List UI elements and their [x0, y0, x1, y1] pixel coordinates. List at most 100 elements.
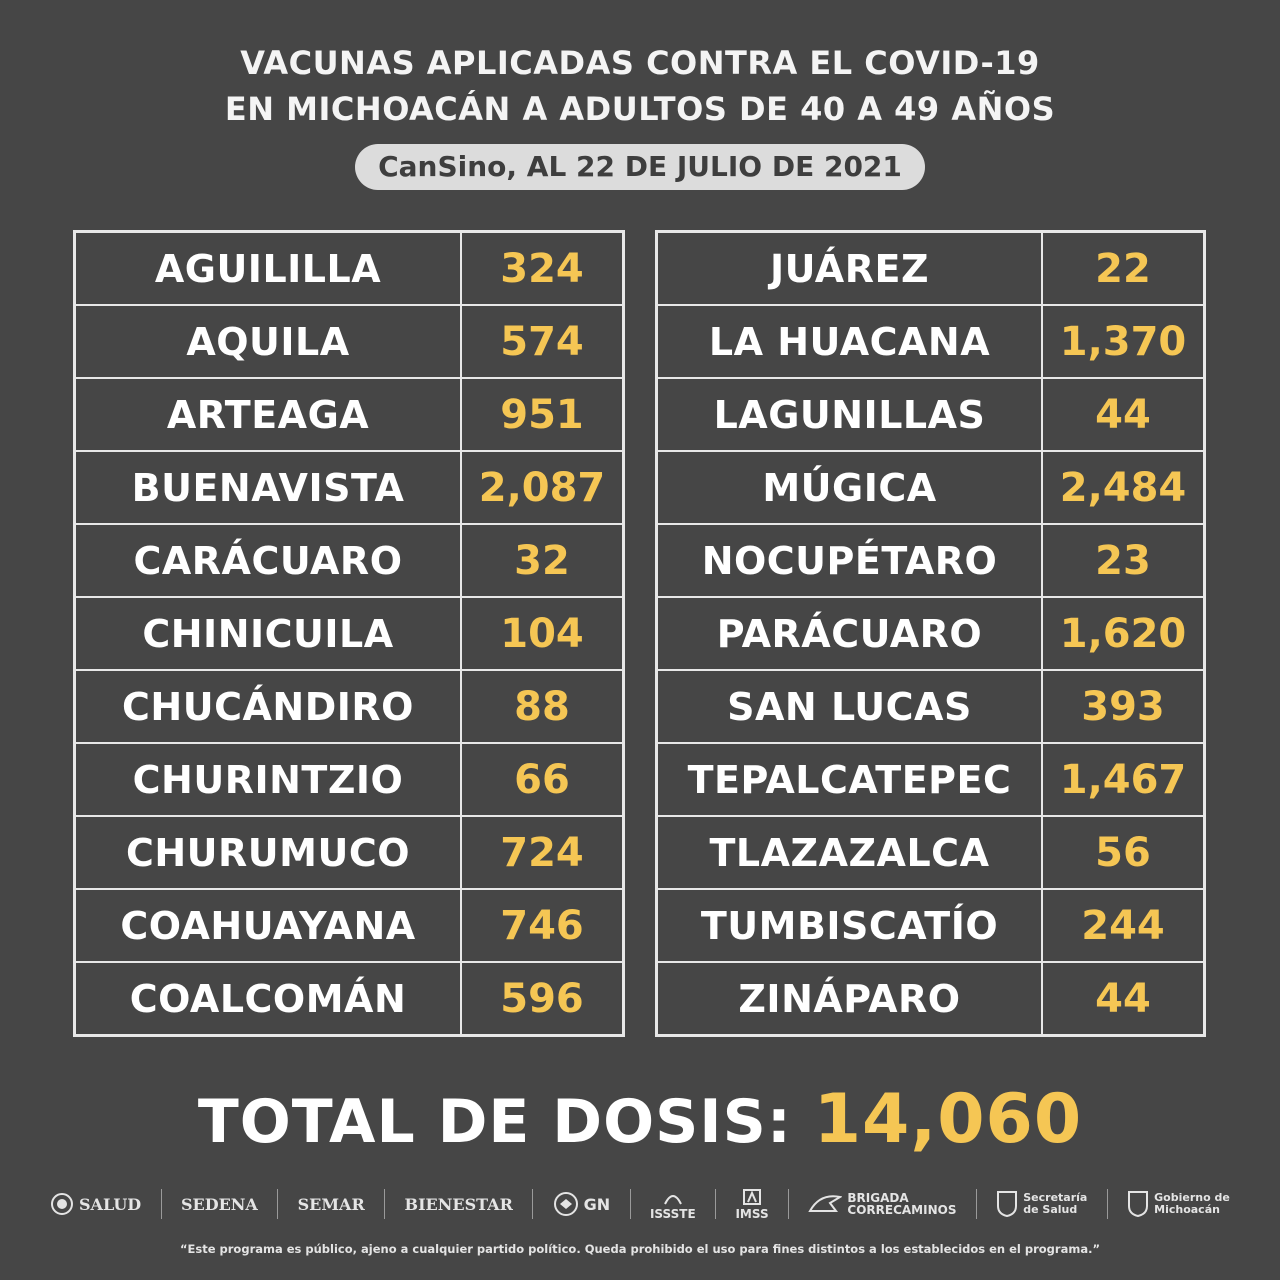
municipality-name: TUMBISCATÍO: [655, 888, 1043, 963]
table-row: ZINÁPARO 44: [655, 961, 1206, 1037]
municipality-name: JUÁREZ: [655, 230, 1043, 306]
logo-bienestar: BIENESTAR: [405, 1195, 513, 1214]
municipality-name: BUENAVISTA: [73, 450, 462, 525]
table-row: CHUCÁNDIRO 88: [73, 669, 625, 744]
table-row: CHURUMUCO 724: [73, 815, 625, 890]
logo-divider: [384, 1189, 386, 1219]
table-row: NOCUPÉTARO 23: [655, 523, 1206, 598]
logo-brigada-text-1: BRIGADA: [847, 1191, 909, 1205]
logo-issste-text: ISSSTE: [649, 1207, 696, 1221]
logo-divider: [532, 1189, 534, 1219]
dose-count: 746: [460, 888, 625, 963]
logo-gobierno-text-1: Gobierno de: [1154, 1191, 1230, 1204]
dose-count: 244: [1041, 888, 1206, 963]
sponsor-logos: SALUD SEDENA SEMAR BIENESTAR GN ISSSTE I…: [50, 1180, 1230, 1228]
dose-count: 393: [1041, 669, 1206, 744]
dose-count: 66: [460, 742, 625, 817]
dose-count: 104: [460, 596, 625, 671]
table-row: AQUILA 574: [73, 304, 625, 379]
dose-count: 23: [1041, 523, 1206, 598]
dose-count: 951: [460, 377, 625, 452]
logo-bienestar-text: BIENESTAR: [404, 1194, 513, 1214]
table-row: COALCOMÁN 596: [73, 961, 625, 1037]
table-row: LA HUACANA 1,370: [655, 304, 1206, 379]
title-line-1: VACUNAS APLICADAS CONTRA EL COVID-19: [240, 44, 1040, 82]
dose-count: 1,370: [1041, 304, 1206, 379]
logo-gobierno-michoacan: Gobierno de Michoacán: [1127, 1190, 1230, 1218]
logo-sedena: SEDENA: [181, 1195, 258, 1214]
logo-salud: SALUD: [50, 1192, 141, 1216]
municipality-name: PARÁCUARO: [655, 596, 1043, 671]
municipality-name: COAHUAYANA: [73, 888, 462, 963]
municipality-name: ARTEAGA: [73, 377, 462, 452]
logo-divider: [1106, 1189, 1108, 1219]
logo-secretaria-salud: Secretaría de Salud: [996, 1190, 1087, 1218]
municipality-name: NOCUPÉTARO: [655, 523, 1043, 598]
logo-brigada-correcaminos: BRIGADA CORRECAMINOS: [808, 1191, 956, 1217]
table-row: CHURINTZIO 66: [73, 742, 625, 817]
logo-secretaria-text-1: Secretaría: [1023, 1191, 1088, 1204]
issste-icon: [663, 1195, 682, 1205]
table-row: TEPALCATEPEC 1,467: [655, 742, 1206, 817]
total-label: TOTAL DE DOSIS:: [197, 1087, 792, 1157]
dose-count: 44: [1041, 961, 1206, 1037]
logo-brigada-text-2: CORRECAMINOS: [847, 1203, 957, 1217]
dose-count: 324: [460, 230, 625, 306]
municipality-name: SAN LUCAS: [655, 669, 1043, 744]
dose-count: 574: [460, 304, 625, 379]
logo-secretaria-text-2: de Salud: [1023, 1203, 1078, 1216]
eagle-seal-icon: [51, 1193, 73, 1215]
subtitle-badge: CanSino, AL 22 DE JULIO DE 2021: [355, 144, 925, 190]
dose-count: 88: [460, 669, 625, 744]
logo-semar: SEMAR: [298, 1195, 365, 1214]
municipality-name: ZINÁPARO: [655, 961, 1043, 1037]
logo-salud-text: SALUD: [79, 1194, 142, 1214]
municipality-name: AQUILA: [73, 304, 462, 379]
table-row: JUÁREZ 22: [655, 230, 1206, 306]
logo-divider: [629, 1189, 631, 1219]
dose-count: 2,484: [1041, 450, 1206, 525]
state-shield-icon: [997, 1191, 1018, 1218]
logo-gobierno-text-2: Michoacán: [1154, 1203, 1220, 1216]
table-row: PARÁCUARO 1,620: [655, 596, 1206, 671]
municipality-name: TEPALCATEPEC: [655, 742, 1043, 817]
title-line-2: EN MICHOACÁN A ADULTOS DE 40 A 49 AÑOS: [224, 90, 1056, 128]
table-row: CHINICUILA 104: [73, 596, 625, 671]
logo-imss: IMSS: [735, 1188, 769, 1220]
logo-divider: [788, 1189, 789, 1219]
total-doses: TOTAL DE DOSIS: 14,060: [0, 1080, 1280, 1159]
total-value: 14,060: [813, 1080, 1083, 1159]
footer-disclaimer: “Este programa es público, ajeno a cualq…: [179, 1242, 1101, 1256]
municipality-name: CHURUMUCO: [73, 815, 462, 890]
imss-icon: [743, 1189, 762, 1205]
guardia-nacional-icon: [553, 1192, 578, 1216]
table-row: AGUILILLA 324: [73, 230, 625, 306]
logo-gn-text: GN: [583, 1194, 611, 1214]
logo-semar-text: SEMAR: [297, 1194, 365, 1214]
table-row: CARÁCUARO 32: [73, 523, 625, 598]
dose-count: 1,467: [1041, 742, 1206, 817]
table-row: BUENAVISTA 2,087: [73, 450, 625, 525]
municipality-table-right: JUÁREZ 22 LA HUACANA 1,370 LAGUNILLAS 44 MÚGIC…: [655, 230, 1206, 1037]
municipality-name: AGUILILLA: [73, 230, 462, 306]
dose-count: 22: [1041, 230, 1206, 306]
logo-divider: [277, 1189, 279, 1219]
table-row: COAHUAYANA 746: [73, 888, 625, 963]
municipality-name: CHURINTZIO: [73, 742, 462, 817]
logo-sedena-text: SEDENA: [180, 1194, 258, 1214]
dose-count: 2,087: [460, 450, 625, 525]
table-row: MÚGICA 2,484: [655, 450, 1206, 525]
table-row: TLAZAZALCA 56: [655, 815, 1206, 890]
table-row: SAN LUCAS 393: [655, 669, 1206, 744]
roadrunner-icon: [808, 1195, 843, 1212]
municipality-name: LA HUACANA: [655, 304, 1043, 379]
logo-issste: ISSSTE: [650, 1188, 696, 1220]
logo-divider: [160, 1189, 162, 1219]
municipality-name: TLAZAZALCA: [655, 815, 1043, 890]
municipality-name: LAGUNILLAS: [655, 377, 1043, 452]
logo-divider: [975, 1189, 977, 1219]
municipality-name: CHUCÁNDIRO: [73, 669, 462, 744]
municipality-table-left: AGUILILLA 324 AQUILA 574 ARTEAGA 951 BUENAVIST…: [73, 230, 625, 1037]
table-row: ARTEAGA 951: [73, 377, 625, 452]
table-row: TUMBISCATÍO 244: [655, 888, 1206, 963]
